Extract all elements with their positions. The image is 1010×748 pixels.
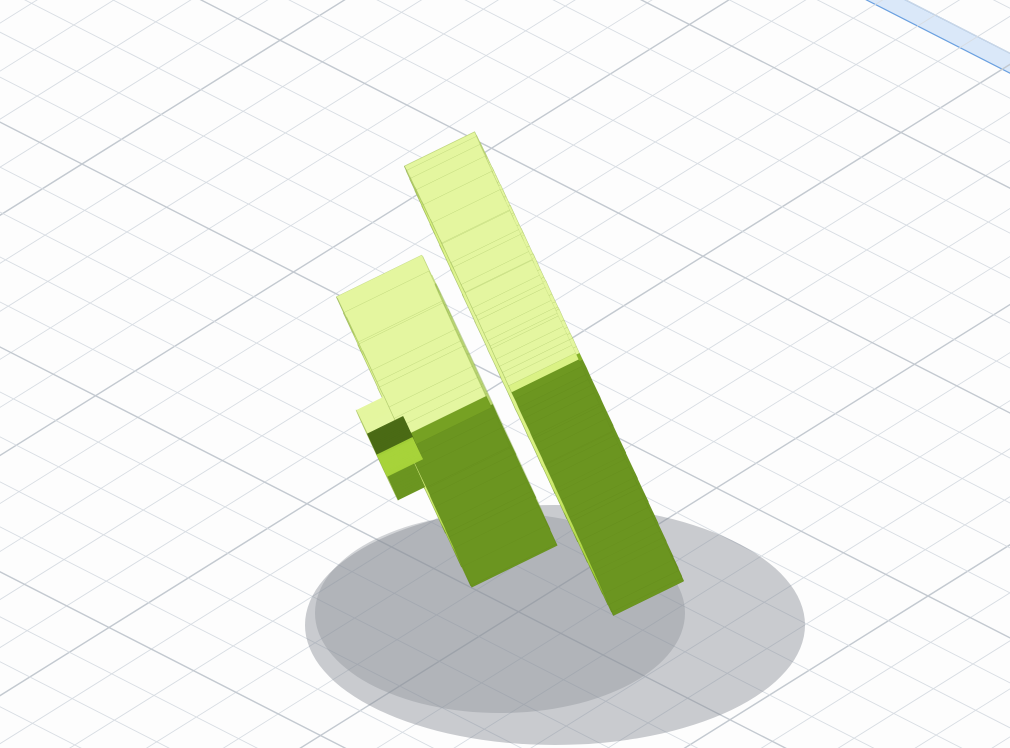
scene-svg xyxy=(0,0,1010,748)
slicer-3d-viewport[interactable] xyxy=(0,0,1010,748)
